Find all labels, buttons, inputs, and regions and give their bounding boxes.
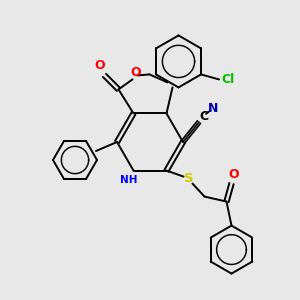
Text: NH: NH [120,175,137,184]
Text: N: N [208,101,218,115]
Text: Cl: Cl [221,73,235,86]
Text: S: S [184,172,193,185]
Text: O: O [130,66,141,79]
Text: C: C [200,110,208,122]
Text: O: O [94,59,105,72]
Text: O: O [228,168,239,181]
